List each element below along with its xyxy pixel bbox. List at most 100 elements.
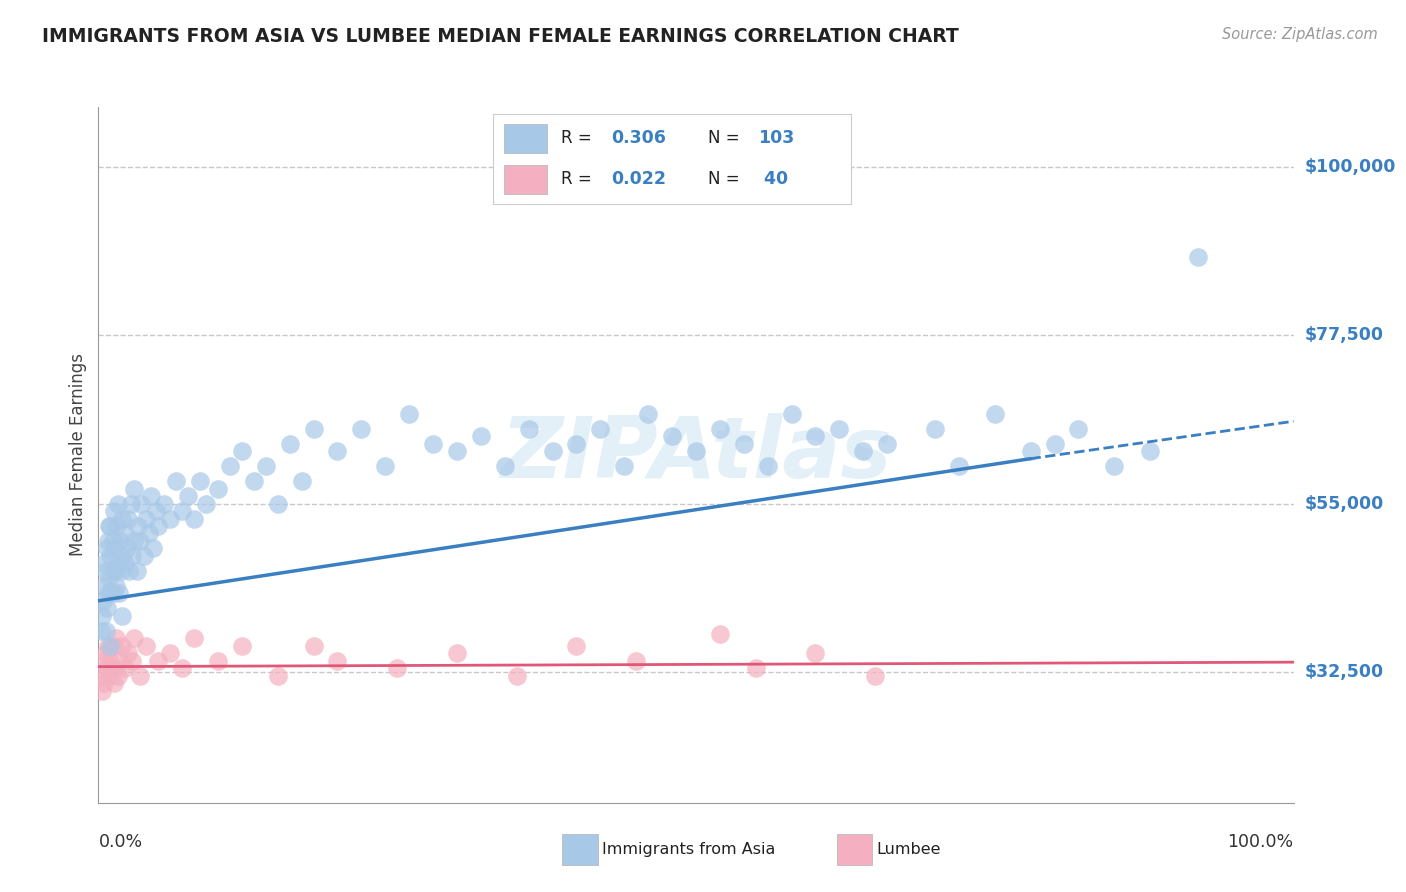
Point	[243, 474, 266, 488]
Point	[231, 639, 253, 653]
Point	[422, 436, 444, 450]
Point	[589, 422, 612, 436]
Point	[111, 549, 134, 563]
Point	[924, 422, 946, 436]
Point	[98, 586, 122, 600]
Point	[517, 422, 540, 436]
Point	[219, 459, 242, 474]
Point	[983, 407, 1005, 421]
Point	[114, 557, 136, 571]
Text: IMMIGRANTS FROM ASIA VS LUMBEE MEDIAN FEMALE EARNINGS CORRELATION CHART: IMMIGRANTS FROM ASIA VS LUMBEE MEDIAN FE…	[42, 27, 959, 45]
Point	[121, 549, 143, 563]
Point	[685, 444, 707, 458]
Point	[183, 631, 205, 645]
Point	[177, 489, 200, 503]
Point	[91, 654, 114, 668]
Point	[876, 436, 898, 450]
Point	[661, 429, 683, 443]
Point	[374, 459, 396, 474]
Point	[138, 526, 160, 541]
Point	[115, 541, 138, 556]
Text: Source: ZipAtlas.com: Source: ZipAtlas.com	[1222, 27, 1378, 42]
Point	[132, 549, 155, 563]
Point	[506, 668, 529, 682]
Point	[125, 564, 148, 578]
Point	[948, 459, 970, 474]
Point	[733, 436, 755, 450]
Point	[103, 586, 125, 600]
Point	[107, 586, 129, 600]
Point	[104, 541, 127, 556]
Point	[98, 654, 122, 668]
Point	[145, 504, 167, 518]
Point	[91, 683, 114, 698]
Point	[828, 422, 851, 436]
Y-axis label: Median Female Earnings: Median Female Earnings	[69, 353, 87, 557]
Point	[565, 436, 588, 450]
Point	[124, 631, 146, 645]
Point	[111, 608, 134, 623]
Point	[1102, 459, 1125, 474]
Point	[96, 541, 118, 556]
Point	[1067, 422, 1090, 436]
Text: $77,500: $77,500	[1305, 326, 1384, 344]
Point	[709, 422, 731, 436]
Point	[104, 564, 127, 578]
Point	[756, 459, 779, 474]
Point	[105, 579, 128, 593]
Point	[302, 639, 325, 653]
Point	[97, 586, 120, 600]
Point	[863, 668, 886, 682]
Point	[96, 601, 118, 615]
Point	[267, 668, 290, 682]
Point	[804, 646, 827, 660]
Point	[494, 459, 516, 474]
Point	[94, 564, 117, 578]
Point	[91, 594, 114, 608]
Point	[114, 661, 136, 675]
Point	[290, 474, 312, 488]
Point	[121, 654, 143, 668]
Point	[98, 668, 121, 682]
Point	[98, 571, 121, 585]
Point	[159, 511, 181, 525]
Point	[117, 646, 139, 660]
Point	[231, 444, 253, 458]
Point	[139, 489, 162, 503]
Point	[93, 579, 115, 593]
Point	[1019, 444, 1042, 458]
Point	[207, 482, 229, 496]
Point	[104, 661, 127, 675]
Point	[207, 654, 229, 668]
Point	[90, 624, 112, 638]
Text: ZIPAtlas: ZIPAtlas	[501, 413, 891, 497]
Point	[183, 511, 205, 525]
Text: 0.0%: 0.0%	[98, 833, 142, 851]
Point	[326, 654, 349, 668]
Point	[101, 564, 124, 578]
Point	[107, 497, 129, 511]
Point	[124, 533, 146, 548]
Point	[97, 533, 120, 548]
Point	[101, 533, 124, 548]
Point	[302, 422, 325, 436]
Point	[135, 639, 157, 653]
Point	[194, 497, 217, 511]
Text: $32,500: $32,500	[1305, 663, 1384, 681]
Text: $100,000: $100,000	[1305, 158, 1396, 176]
Point	[613, 459, 636, 474]
Point	[108, 654, 131, 668]
Point	[117, 511, 139, 525]
Point	[118, 564, 141, 578]
Point	[135, 511, 157, 525]
Point	[398, 407, 420, 421]
Point	[111, 511, 134, 525]
Point	[91, 608, 114, 623]
Point	[1139, 444, 1161, 458]
Point	[124, 482, 146, 496]
Point	[278, 436, 301, 450]
Point	[98, 549, 122, 563]
Point	[114, 526, 136, 541]
Point	[129, 533, 152, 548]
Point	[1187, 250, 1209, 264]
